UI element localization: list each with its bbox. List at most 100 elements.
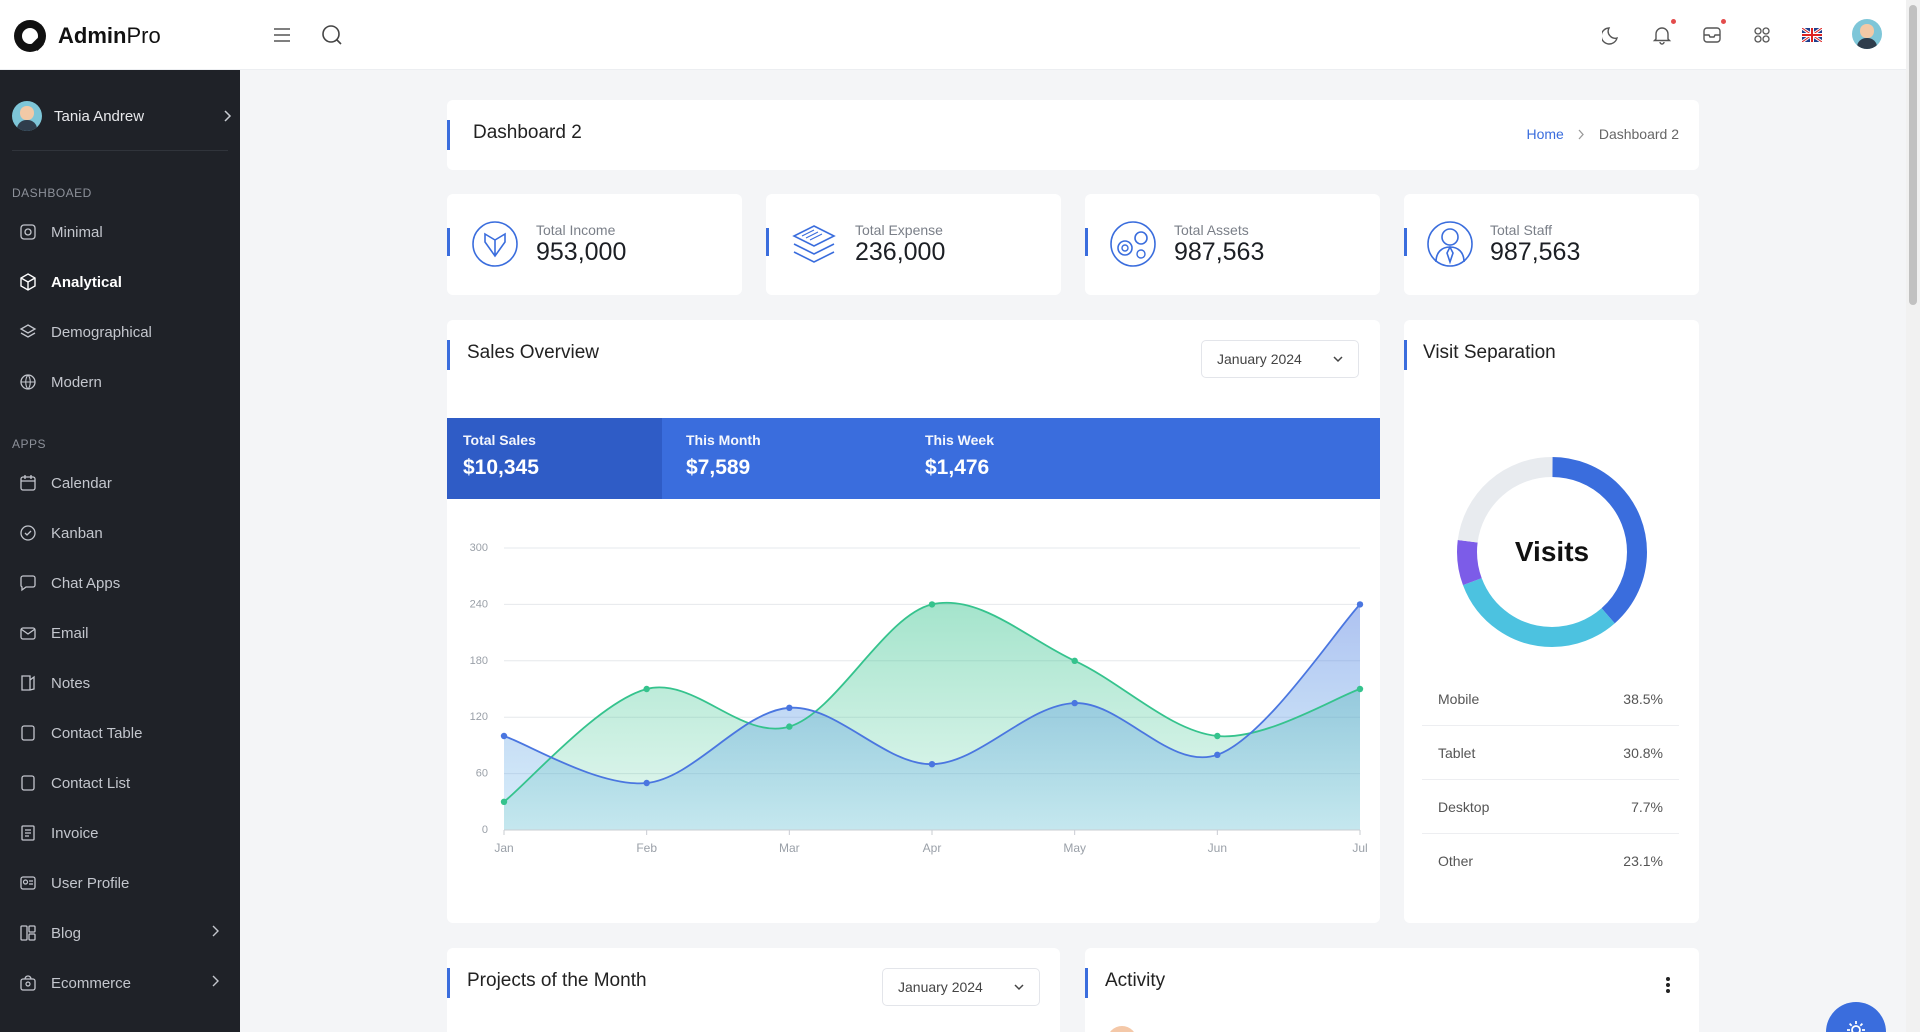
sidebar-item-notes[interactable]: Notes: [0, 663, 240, 703]
series-1-point: [1356, 685, 1364, 693]
staff-icon: [1427, 221, 1473, 267]
summary-label: This Week: [925, 432, 994, 448]
sidebar-item-label: Email: [51, 624, 89, 642]
sidebar-item-calendar[interactable]: Calendar: [0, 463, 240, 503]
layers-icon: [18, 322, 38, 342]
moon-icon[interactable]: [1600, 23, 1624, 47]
stat-value: 953,000: [536, 238, 627, 266]
card-title: Sales Overview: [467, 342, 599, 363]
page-scrollbar[interactable]: [1906, 0, 1920, 1032]
row-value: 38.5%: [1623, 690, 1663, 707]
series-0-point: [1071, 699, 1078, 707]
sidebar-item-blog[interactable]: Blog: [0, 913, 240, 953]
y-tick-label: 240: [470, 598, 488, 610]
y-tick-label: 180: [470, 655, 488, 667]
sidebar-item-chat-apps[interactable]: Chat Apps: [0, 563, 240, 603]
series-1-point: [1071, 657, 1078, 664]
sidebar-item-user-profile[interactable]: User Profile: [0, 863, 240, 903]
bell-icon[interactable]: [1650, 19, 1676, 47]
row-label: Tablet: [1438, 744, 1476, 761]
sidebar-item-label: Contact List: [51, 774, 131, 792]
sales-summary-band: Total Sales $10,345 This Month $7,589 Th…: [447, 418, 1380, 499]
accent-bar: [447, 228, 450, 256]
brand-logo[interactable]: AdminPro: [14, 18, 246, 54]
chevron-right-icon: [1578, 129, 1584, 139]
settings-fab[interactable]: [1826, 1002, 1886, 1032]
income-icon: [472, 221, 518, 267]
row-value: 7.7%: [1631, 798, 1663, 815]
activity-avatar: [1107, 1026, 1137, 1032]
sidebar-user[interactable]: Tania Andrew: [12, 98, 232, 134]
sidebar-item-label: User Profile: [51, 874, 130, 892]
sidebar-item-label: Calendar: [51, 474, 112, 492]
donut-slice-other: [1457, 457, 1647, 647]
sales-overview-card: Sales Overview January 2024 Total Sales …: [447, 320, 1380, 923]
more-vertical-icon[interactable]: [1665, 976, 1671, 994]
x-tick-label: Mar: [779, 841, 800, 855]
summary-label: This Month: [686, 432, 761, 448]
notification-dot: [1721, 19, 1726, 24]
series-0-point: [928, 761, 936, 768]
sidebar-item-label: Demographical: [51, 323, 152, 341]
x-tick-label: Jul: [1352, 841, 1367, 855]
stat-label: Total Income: [536, 222, 616, 238]
row-value: 30.8%: [1623, 744, 1663, 761]
period-select[interactable]: January 2024: [882, 968, 1040, 1006]
notes-icon: [18, 673, 38, 693]
accent-bar: [447, 120, 450, 150]
sales-chart: 0 60 120 180 240 300 Jan Feb Mar Apr May Jun Jul: [470, 542, 1368, 855]
sidebar-item-kanban[interactable]: Kanban: [0, 513, 240, 553]
sidebar-item-minimal[interactable]: Minimal: [0, 212, 240, 252]
sidebar-item-label: Blog: [51, 924, 82, 942]
sidebar-item-contact-table[interactable]: Contact Table: [0, 713, 240, 753]
page-header-card: Dashboard 2 Home Dashboard 2: [447, 100, 1699, 170]
chevron-right-icon: [212, 925, 219, 937]
series-1-point: [786, 723, 793, 730]
sidebar-item-ecommerce[interactable]: Ecommerce: [0, 963, 240, 1003]
period-select[interactable]: January 2024: [1201, 340, 1359, 378]
breadcrumb-home[interactable]: Home: [1526, 126, 1564, 142]
accent-bar: [447, 340, 450, 370]
series-0-point: [786, 704, 793, 711]
sidebar-item-demographical[interactable]: Demographical: [0, 312, 240, 352]
cube-icon: [18, 272, 38, 292]
header-avatar[interactable]: [1852, 19, 1882, 49]
visit-row-desktop: Desktop 7.7%: [1422, 780, 1679, 834]
stat-card-assets: Total Assets 987,563: [1085, 194, 1380, 295]
sidebar-item-modern[interactable]: Modern: [0, 362, 240, 402]
series-0-area: [504, 604, 1360, 830]
row-label: Other: [1438, 853, 1474, 869]
visit-row-mobile: Mobile 38.5%: [1422, 672, 1679, 726]
stat-card-expense: Total Expense 236,000: [766, 194, 1061, 295]
sidebar-item-label: Modern: [51, 373, 102, 391]
sidebar-item-invoice[interactable]: Invoice: [0, 813, 240, 853]
donut-center-label: Visits: [1514, 536, 1590, 567]
user-name: Tania Andrew: [54, 107, 145, 125]
contact-table-icon: [18, 723, 38, 743]
assets-icon: [1110, 221, 1156, 267]
menu-icon[interactable]: [270, 23, 294, 47]
logo-mark-icon: [14, 20, 46, 52]
y-tick-label: 60: [476, 768, 488, 780]
stat-value: 987,563: [1174, 238, 1265, 266]
donut-slice-desktop: [1457, 457, 1647, 647]
accent-bar: [1085, 228, 1088, 256]
accent-bar: [766, 228, 769, 256]
search-icon[interactable]: [320, 23, 344, 47]
uk-flag-icon[interactable]: [1800, 23, 1824, 47]
select-value: January 2024: [898, 979, 983, 995]
sidebar-item-analytical[interactable]: Analytical: [0, 262, 240, 302]
breadcrumb: Home Dashboard 2: [1526, 126, 1679, 142]
sidebar-item-label: Minimal: [51, 223, 103, 241]
accent-bar: [1085, 968, 1088, 998]
summary-total-sales: Total Sales $10,345: [447, 418, 662, 499]
inbox-icon[interactable]: [1700, 19, 1726, 47]
ecommerce-icon: [18, 973, 38, 993]
sidebar-item-contact-list[interactable]: Contact List: [0, 763, 240, 803]
scrollbar-thumb[interactable]: [1909, 5, 1917, 305]
sidebar-item-label: Ecommerce: [51, 974, 132, 992]
sidebar-item-label: Invoice: [51, 824, 99, 842]
summary-this-month: This Month $7,589: [670, 418, 900, 499]
sidebar-item-email[interactable]: Email: [0, 613, 240, 653]
apps-icon[interactable]: [1750, 23, 1774, 47]
